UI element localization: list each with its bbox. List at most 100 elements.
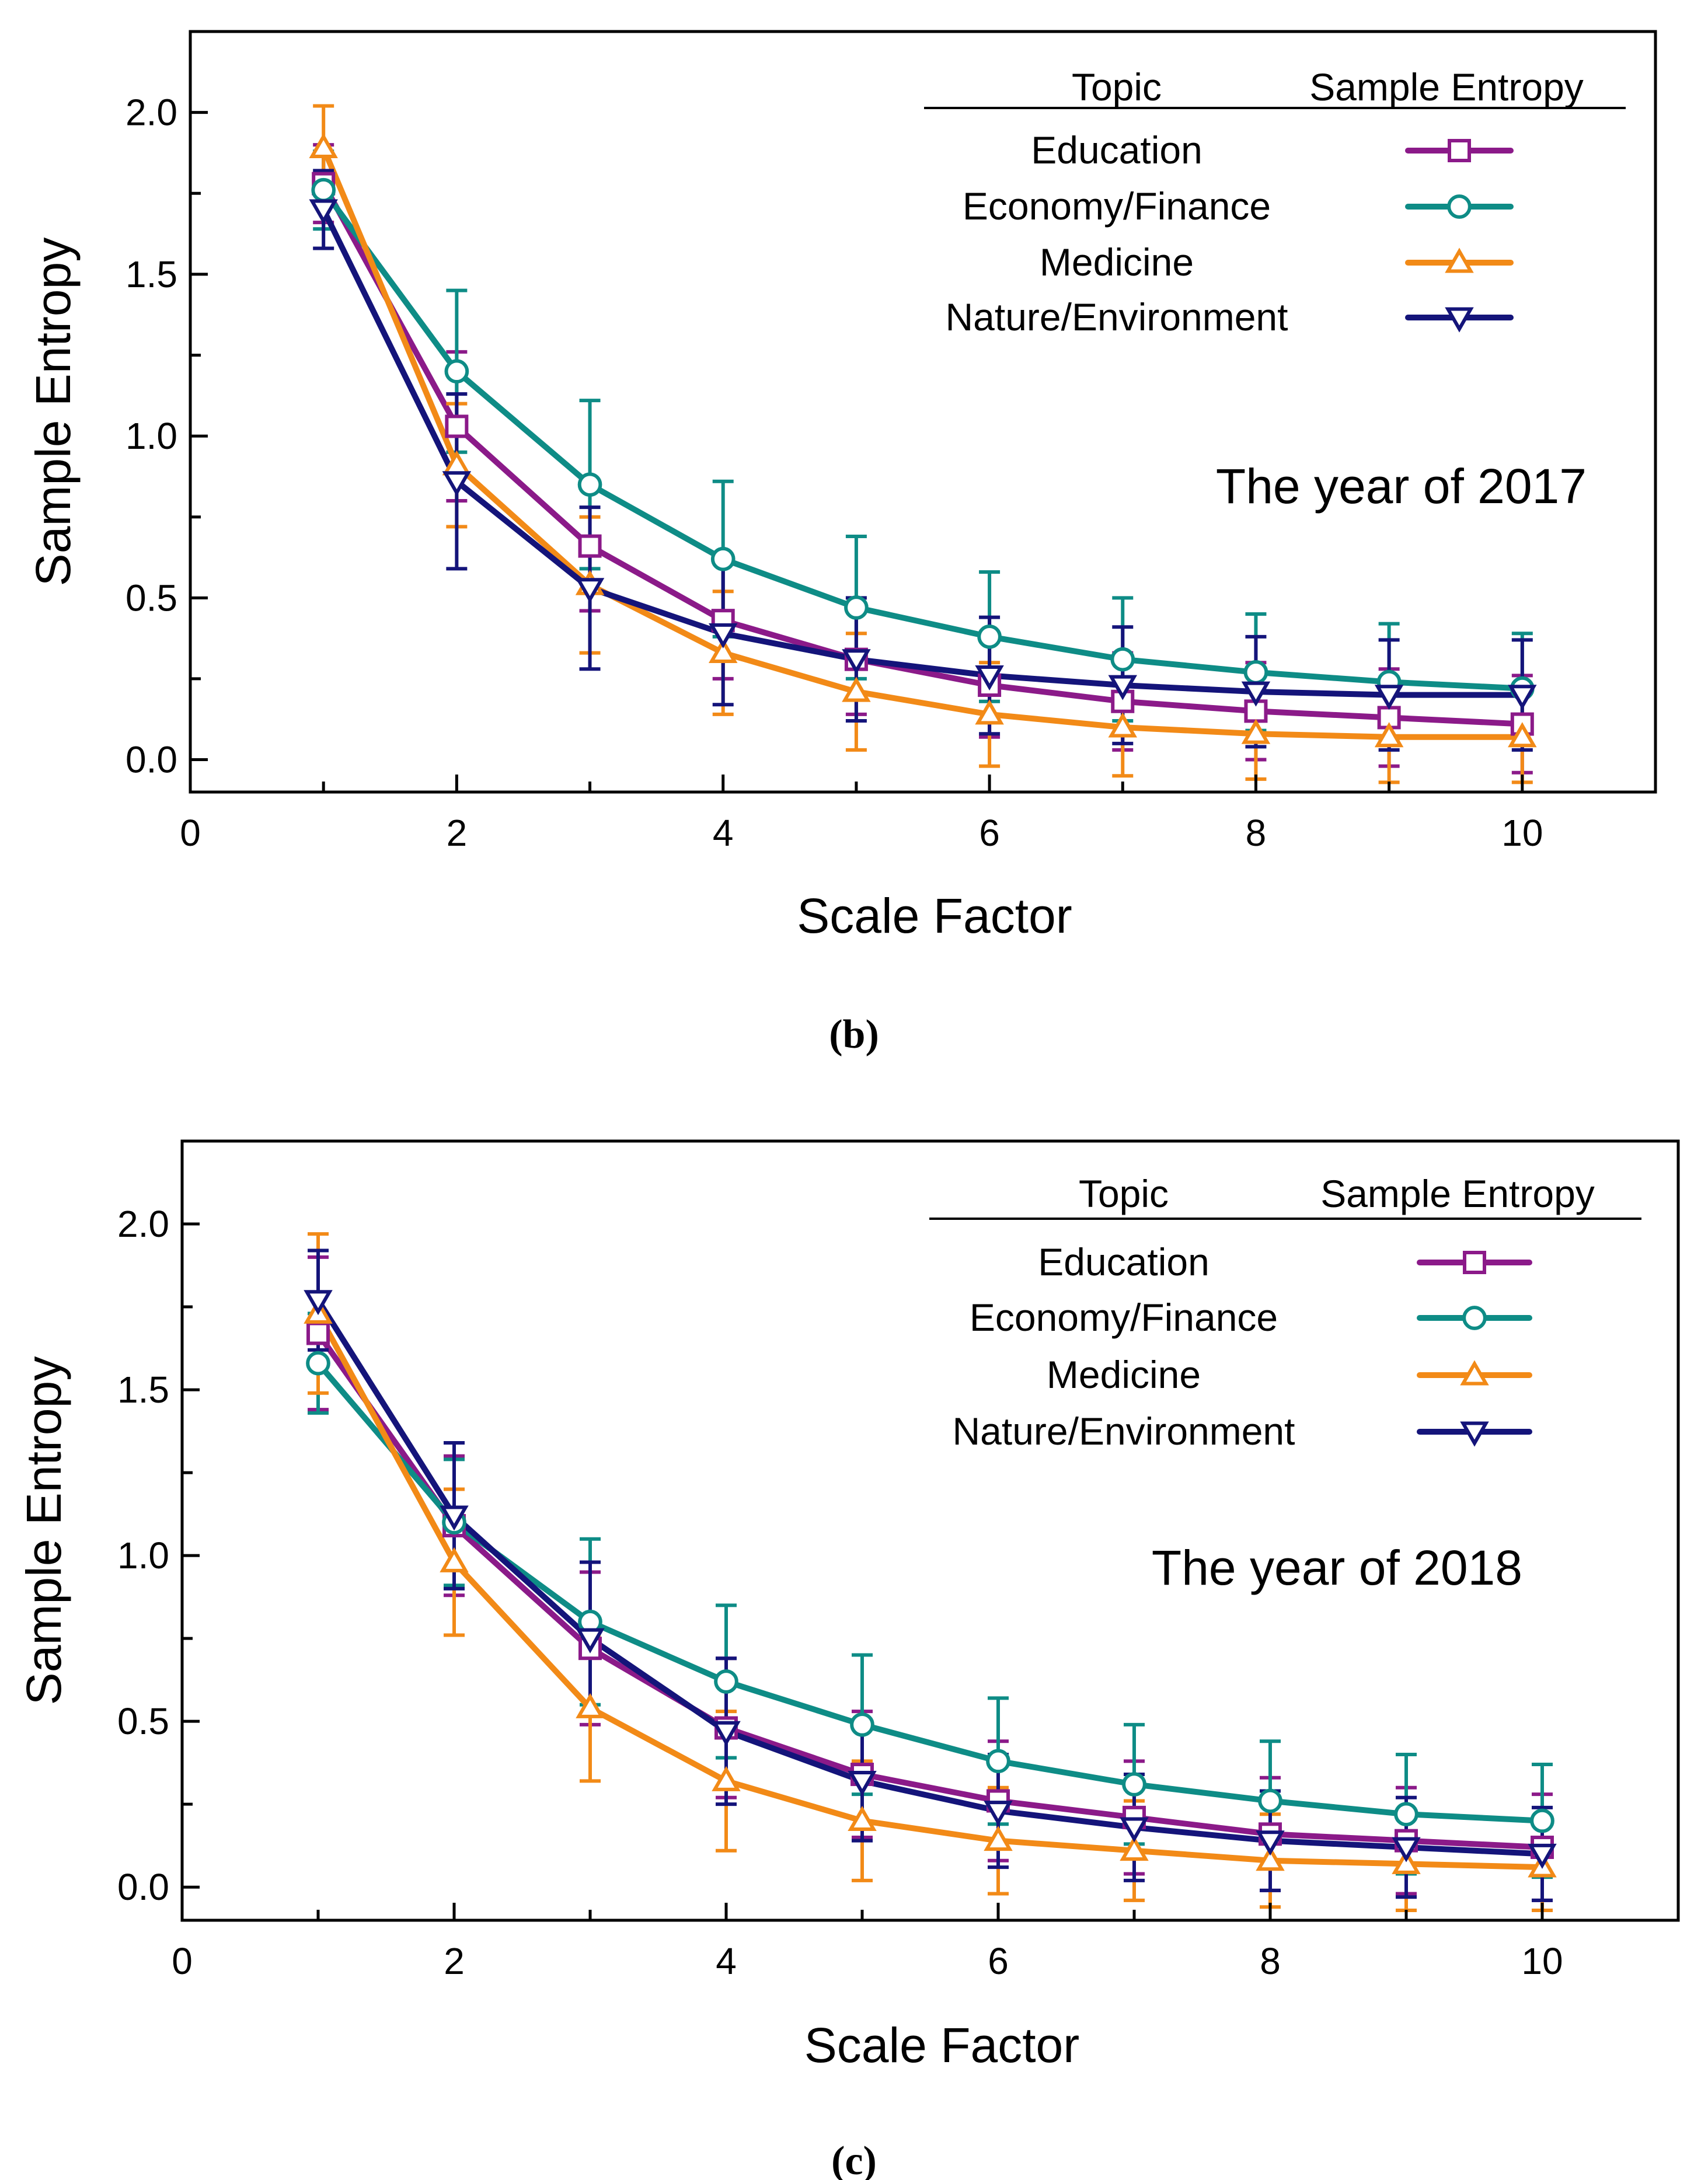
panel-caption: (b) — [829, 1012, 879, 1057]
series-line — [320, 180, 1525, 727]
x-tick-label: 4 — [713, 812, 734, 854]
data-point — [1110, 647, 1135, 672]
legend-marker-medicine — [1445, 247, 1474, 273]
x-tick-label: 6 — [988, 1940, 1009, 1982]
data-point — [576, 1628, 605, 1654]
y-tick-label: 1.5 — [117, 1369, 169, 1411]
series-line — [315, 1297, 1545, 1857]
x-tick-label: 4 — [716, 1940, 737, 1982]
data-point — [306, 1321, 330, 1345]
y-tick-label: 1.0 — [117, 1534, 169, 1576]
data-point — [440, 1505, 469, 1531]
data-point — [445, 414, 469, 438]
data-point — [1258, 1788, 1282, 1813]
legend-label-nature-environment: Nature/Environment — [953, 1410, 1295, 1453]
axes: 0 2 4 6 8 10 0.0 0.5 1.0 1.5 2.0 — [126, 92, 1543, 854]
data-point — [1243, 660, 1268, 685]
plot-marks — [304, 1232, 1557, 1912]
data-point — [304, 1290, 333, 1316]
data-point — [850, 1712, 874, 1737]
x-tick-label: 0 — [172, 1940, 193, 1982]
axes: 0 2 4 6 8 10 0.0 0.5 1.0 1.5 2.0 — [117, 1203, 1563, 1982]
legend-label-economy-finance: Economy/Finance — [963, 184, 1271, 228]
data-point — [1120, 1836, 1149, 1861]
legend-marker-education — [1463, 1251, 1486, 1274]
data-point — [309, 199, 338, 225]
data-point — [1392, 1837, 1421, 1862]
legend: Topic Sample Entropy Education Economy/F… — [924, 65, 1626, 339]
data-point — [1256, 1846, 1285, 1871]
x-axis-label: Scale Factor — [804, 2018, 1080, 2073]
y-axis-label: Sample Entropy — [16, 1356, 71, 1705]
legend-header-sample-entropy: Sample Entropy — [1309, 65, 1584, 109]
y-tick-label: 2.0 — [126, 92, 177, 134]
x-tick-label: 6 — [979, 812, 1000, 854]
data-point — [848, 1806, 877, 1832]
data-point — [1530, 1808, 1554, 1833]
y-axis-label: Sample Entropy — [26, 238, 81, 587]
panel-caption: (c) — [831, 2139, 877, 2180]
year-annotation: The year of 2018 — [1152, 1540, 1522, 1595]
data-point — [575, 578, 605, 604]
data-point — [1528, 1843, 1557, 1869]
y-tick-label: 1.0 — [126, 415, 177, 457]
x-tick-label: 10 — [1521, 1940, 1563, 1982]
year-annotation: The year of 2017 — [1216, 459, 1587, 514]
data-point — [712, 1766, 741, 1791]
data-point — [1508, 722, 1537, 748]
data-point — [1374, 722, 1404, 748]
data-point — [848, 1770, 877, 1796]
legend-marker-nature-environment — [1460, 1421, 1489, 1447]
data-point — [708, 623, 738, 648]
legend-marker-education — [1448, 139, 1471, 162]
data-point — [1508, 685, 1537, 710]
markers-medicine — [309, 133, 1537, 748]
y-tick-label: 0.0 — [117, 1866, 169, 1908]
series-line — [315, 1310, 1545, 1871]
plot-frame — [189, 30, 1657, 794]
x-tick-label: 8 — [1246, 812, 1267, 854]
data-point — [986, 1749, 1010, 1774]
data-point — [1392, 1848, 1421, 1874]
legend-header-topic: Topic — [1072, 65, 1162, 109]
markers-medicine — [304, 1298, 1557, 1878]
data-point — [984, 1826, 1013, 1851]
legend-label-education: Education — [1031, 128, 1202, 172]
data-point — [1256, 1830, 1285, 1856]
data-point — [440, 1547, 469, 1572]
y-tick-label: 1.5 — [126, 253, 177, 295]
data-point — [1241, 718, 1271, 744]
legend-header-sample-entropy: Sample Entropy — [1320, 1172, 1595, 1215]
chart-panel-c: 0 2 4 6 8 10 0.0 0.5 1.0 1.5 2.0 Sample Entropy Sc… — [16, 1139, 1680, 2180]
legend-label-nature-environment: Nature/Environment — [946, 295, 1288, 339]
data-point — [1241, 681, 1271, 707]
x-tick-label: 2 — [444, 1940, 465, 1982]
data-point — [1394, 1802, 1418, 1827]
data-point — [576, 1693, 605, 1718]
plot-marks — [309, 104, 1537, 784]
markers-nature-environment — [309, 199, 1537, 710]
data-point — [1122, 1772, 1146, 1797]
data-point — [1108, 675, 1138, 700]
y-tick-label: 0.0 — [126, 739, 177, 781]
data-point — [977, 625, 1002, 649]
legend: Topic Sample Entropy Education Economy/F… — [929, 1172, 1641, 1453]
data-point — [442, 471, 472, 497]
data-point — [578, 534, 602, 558]
data-point — [577, 472, 602, 497]
data-point — [842, 676, 871, 702]
plot-frame — [180, 1139, 1680, 1922]
x-tick-label: 2 — [447, 812, 468, 854]
data-point — [1374, 685, 1404, 710]
legend-label-education: Education — [1038, 1240, 1209, 1283]
data-point — [714, 1669, 738, 1694]
data-point — [309, 133, 338, 159]
series-line — [320, 206, 1525, 698]
y-tick-label: 2.0 — [117, 1203, 169, 1245]
chart-panel-b: 0 2 4 6 8 10 0.0 0.5 1.0 1.5 2.0 Sample Entropy Sc… — [26, 30, 1657, 1057]
x-axis-label: Scale Factor — [797, 888, 1072, 943]
markers-economy-finance — [306, 1351, 1554, 1833]
legend-marker-medicine — [1460, 1360, 1489, 1386]
